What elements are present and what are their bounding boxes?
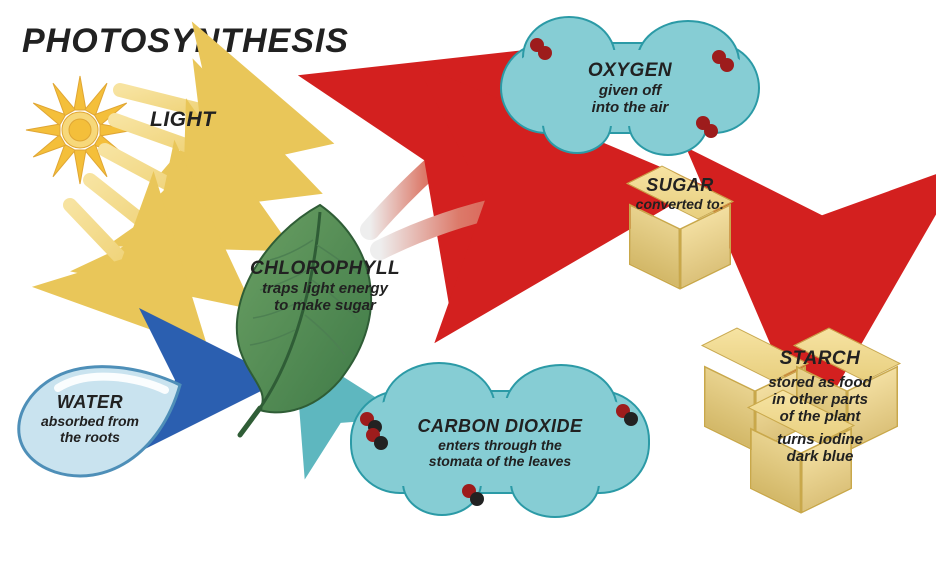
page-title: PHOTOSYNTHESIS	[22, 22, 349, 61]
starch-sub4: turns iodine	[740, 431, 900, 448]
co2-sub1: enters through the	[438, 437, 562, 453]
co2-label: CARBON DIOXIDE	[417, 416, 582, 437]
sugar-label: SUGAR	[624, 175, 736, 196]
starch-sub1: stored as food	[740, 374, 900, 391]
molecule-icon	[530, 38, 552, 60]
starch-sub3: of the plant	[740, 408, 900, 425]
water-sub2: the roots	[20, 429, 160, 445]
starch-label: STARCH	[740, 348, 900, 370]
sugar-block: SUGAR converted to:	[624, 175, 736, 212]
oxygen-label: OXYGEN	[588, 60, 672, 82]
water-droplet: WATER absorbed from the roots	[10, 360, 190, 480]
sun-icon	[20, 70, 140, 190]
starch-block: STARCH stored as food in other parts of …	[740, 348, 900, 465]
water-label: WATER	[20, 392, 160, 413]
chlorophyll-sub2: to make sugar	[225, 297, 425, 314]
molecule-icon	[366, 428, 388, 450]
light-label: LIGHT	[150, 108, 216, 132]
molecule-icon	[462, 484, 484, 506]
co2-cloud: CARBON DIOXIDE enters through the stomat…	[350, 390, 650, 494]
molecule-icon	[616, 404, 638, 426]
molecule-icon	[712, 50, 734, 72]
starch-sub2: in other parts	[740, 391, 900, 408]
chlorophyll-sub1: traps light energy	[225, 280, 425, 297]
water-sub1: absorbed from	[20, 413, 160, 429]
oxygen-sub1: given off	[599, 82, 661, 99]
sugar-sub: converted to:	[624, 196, 736, 212]
chlorophyll-label: CHLOROPHYLL	[225, 258, 425, 280]
chlorophyll-block: CHLOROPHYLL traps light energy to make s…	[225, 258, 425, 314]
co2-sub2: stomata of the leaves	[429, 453, 571, 469]
oxygen-sub2: into the air	[592, 99, 669, 116]
starch-sub5: dark blue	[740, 448, 900, 465]
light-label-block: LIGHT	[150, 108, 216, 132]
oxygen-cloud: OXYGEN given off into the air	[500, 42, 760, 134]
diagram-stage: PHOTOSYNTHESIS	[0, 0, 936, 576]
molecule-icon	[696, 116, 718, 138]
